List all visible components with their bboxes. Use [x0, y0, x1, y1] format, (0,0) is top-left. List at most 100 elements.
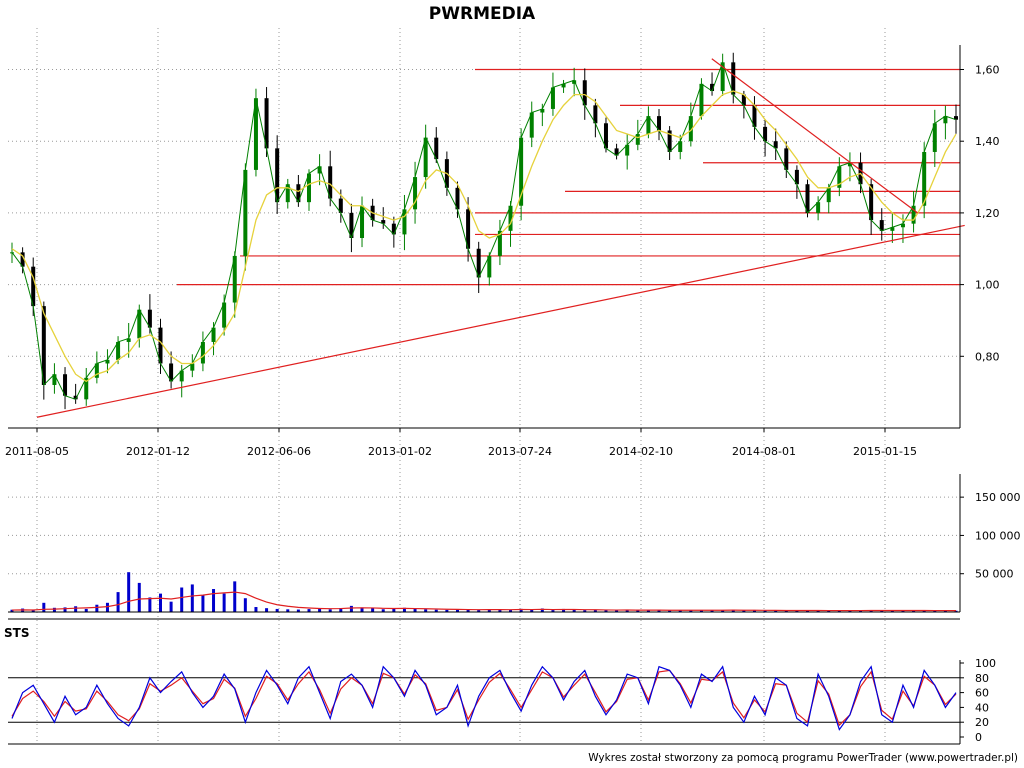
sts-tick-label: 80 [975, 672, 989, 685]
candle-body [137, 309, 142, 339]
price-moving-average-line [11, 90, 957, 383]
candle-body [275, 148, 280, 203]
candle-body [603, 123, 608, 149]
candle-body [657, 116, 662, 131]
candle-body [317, 166, 322, 174]
candle-body [126, 338, 131, 342]
candle-body [73, 395, 78, 400]
candle-body [423, 137, 428, 178]
candle-body [593, 105, 598, 124]
chart-title: PWRMEDIA [429, 4, 536, 24]
trendline [36, 224, 965, 418]
x-tick-label: 2011-08-05 [5, 445, 69, 458]
candle-body [253, 98, 258, 170]
candle-body [222, 302, 227, 328]
candle-body [614, 148, 619, 156]
sts-k-line [11, 665, 957, 731]
sts-d-line [11, 669, 957, 727]
candle-body [306, 173, 311, 203]
candle-body [179, 370, 184, 382]
x-tick-label: 2013-07-24 [488, 445, 552, 458]
candle-body [413, 177, 418, 210]
candle-body [529, 112, 534, 138]
candle-body [943, 116, 948, 124]
candle-body [519, 137, 524, 206]
candle-body [105, 359, 110, 364]
candle-body [954, 116, 958, 120]
price-moving-average [11, 90, 957, 383]
candle-body [264, 98, 269, 149]
volume-average-line [11, 591, 957, 612]
footer-credit: Wykres został stworzony za pomocą progra… [588, 752, 1018, 764]
candle-body [434, 137, 439, 160]
candle-body [794, 169, 799, 185]
candle-body [338, 198, 343, 213]
volume-grid [8, 496, 960, 575]
candle-body [550, 87, 555, 109]
x-tick-label: 2013-01-02 [368, 445, 432, 458]
candle-body [487, 255, 492, 278]
candle-body [169, 363, 174, 382]
candle-body [31, 266, 36, 307]
candle-body [667, 130, 672, 152]
candle-body [805, 184, 810, 213]
close-line [11, 60, 957, 400]
candle-body [922, 151, 927, 206]
candle-body [932, 123, 937, 152]
candle-body [741, 94, 746, 106]
candle-body [391, 223, 396, 235]
candle-body [94, 363, 99, 378]
candle-body [232, 255, 237, 303]
candle-body [879, 220, 884, 231]
y-tick-label: 1,60 [975, 64, 1000, 77]
volume-moving-average [11, 591, 957, 612]
candle-body [84, 377, 89, 400]
candle-body [635, 134, 640, 145]
candle-body [497, 230, 502, 256]
candle-body [147, 309, 152, 328]
y-tick-label: 1,40 [975, 135, 1000, 148]
volume-bars [10, 572, 958, 612]
candle-body [826, 187, 831, 203]
price-candles [10, 52, 958, 410]
candle-body [360, 205, 365, 238]
price-grid [8, 28, 960, 744]
candle-body [816, 202, 821, 213]
candle-body [699, 83, 704, 117]
candle-body [402, 209, 407, 235]
candle-body [911, 205, 916, 224]
candle-body [466, 209, 471, 249]
trendline [711, 58, 918, 214]
candle-body [582, 80, 587, 106]
candle-body [678, 141, 683, 152]
candle-body [41, 306, 46, 385]
candle-body [296, 184, 301, 203]
sts-tick-label: 100 [975, 657, 996, 670]
sts-tick-label: 20 [975, 716, 989, 729]
sts-tick-label: 60 [975, 687, 989, 700]
volume-tick-label: 50 000 [975, 568, 1014, 581]
candle-body [116, 341, 121, 360]
y-tick-label: 1,20 [975, 207, 1000, 220]
candle-body [784, 148, 789, 170]
candle-body [508, 205, 513, 231]
x-tick-label: 2012-06-06 [247, 445, 311, 458]
sts-tick-label: 0 [975, 731, 982, 744]
sts-tick-label: 40 [975, 701, 989, 714]
horizontal-levels [177, 68, 960, 286]
candle-body [646, 116, 651, 135]
candle-body [285, 184, 290, 203]
sts-lines [11, 665, 957, 731]
candle-body [328, 166, 333, 199]
x-tick-label: 2012-01-12 [126, 445, 190, 458]
y-tick-label: 1,00 [975, 279, 1000, 292]
candle-body [688, 116, 693, 142]
candle-body [190, 363, 195, 371]
candle-body [20, 252, 25, 267]
candle-body [211, 327, 216, 342]
candle-body [625, 144, 630, 156]
candle-body [773, 141, 778, 149]
candle-body [561, 83, 566, 88]
